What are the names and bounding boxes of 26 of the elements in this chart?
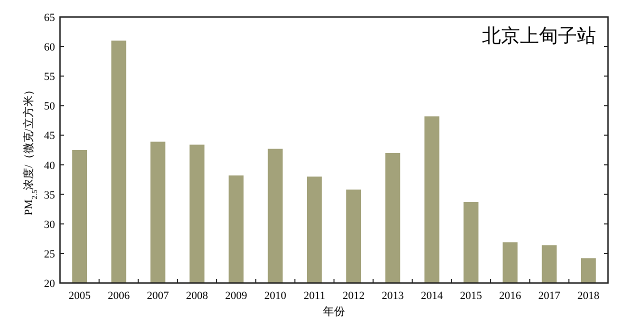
x-tick-label: 2015: [460, 290, 482, 302]
y-tick-label: 35: [44, 189, 56, 202]
x-tick-label: 2017: [538, 290, 561, 302]
y-tick-label: 40: [44, 160, 56, 172]
x-tick-label: 2011: [304, 290, 326, 302]
x-tick-label: 2013: [382, 290, 404, 302]
x-tick-label: 2008: [186, 290, 208, 302]
x-tick-label: 2007: [146, 290, 170, 302]
x-axis-title: 年份: [323, 306, 345, 318]
x-tick-label: 2014: [420, 290, 444, 302]
y-tick-label: 50: [44, 100, 56, 113]
y-tick-label: 60: [44, 42, 56, 54]
x-tick-label: 2009: [225, 290, 248, 302]
x-tick-label: 2012: [342, 290, 365, 302]
annotation: 北京上甸子站: [482, 25, 596, 47]
x-tick-label: 2016: [499, 290, 522, 302]
y-tick-label: 45: [44, 130, 56, 142]
y-tick-label: 25: [44, 248, 56, 260]
x-tick-label: 2006: [108, 290, 130, 302]
x-tick-label: 2010: [264, 290, 287, 302]
y-tick-label: 65: [44, 12, 56, 24]
y-tick-label: 55: [44, 71, 56, 84]
y-tick-label: 30: [44, 218, 56, 231]
y-tick-label: 20: [44, 278, 56, 290]
x-tick-label: 2018: [577, 290, 600, 302]
x-tick-label: 2005: [68, 290, 92, 302]
